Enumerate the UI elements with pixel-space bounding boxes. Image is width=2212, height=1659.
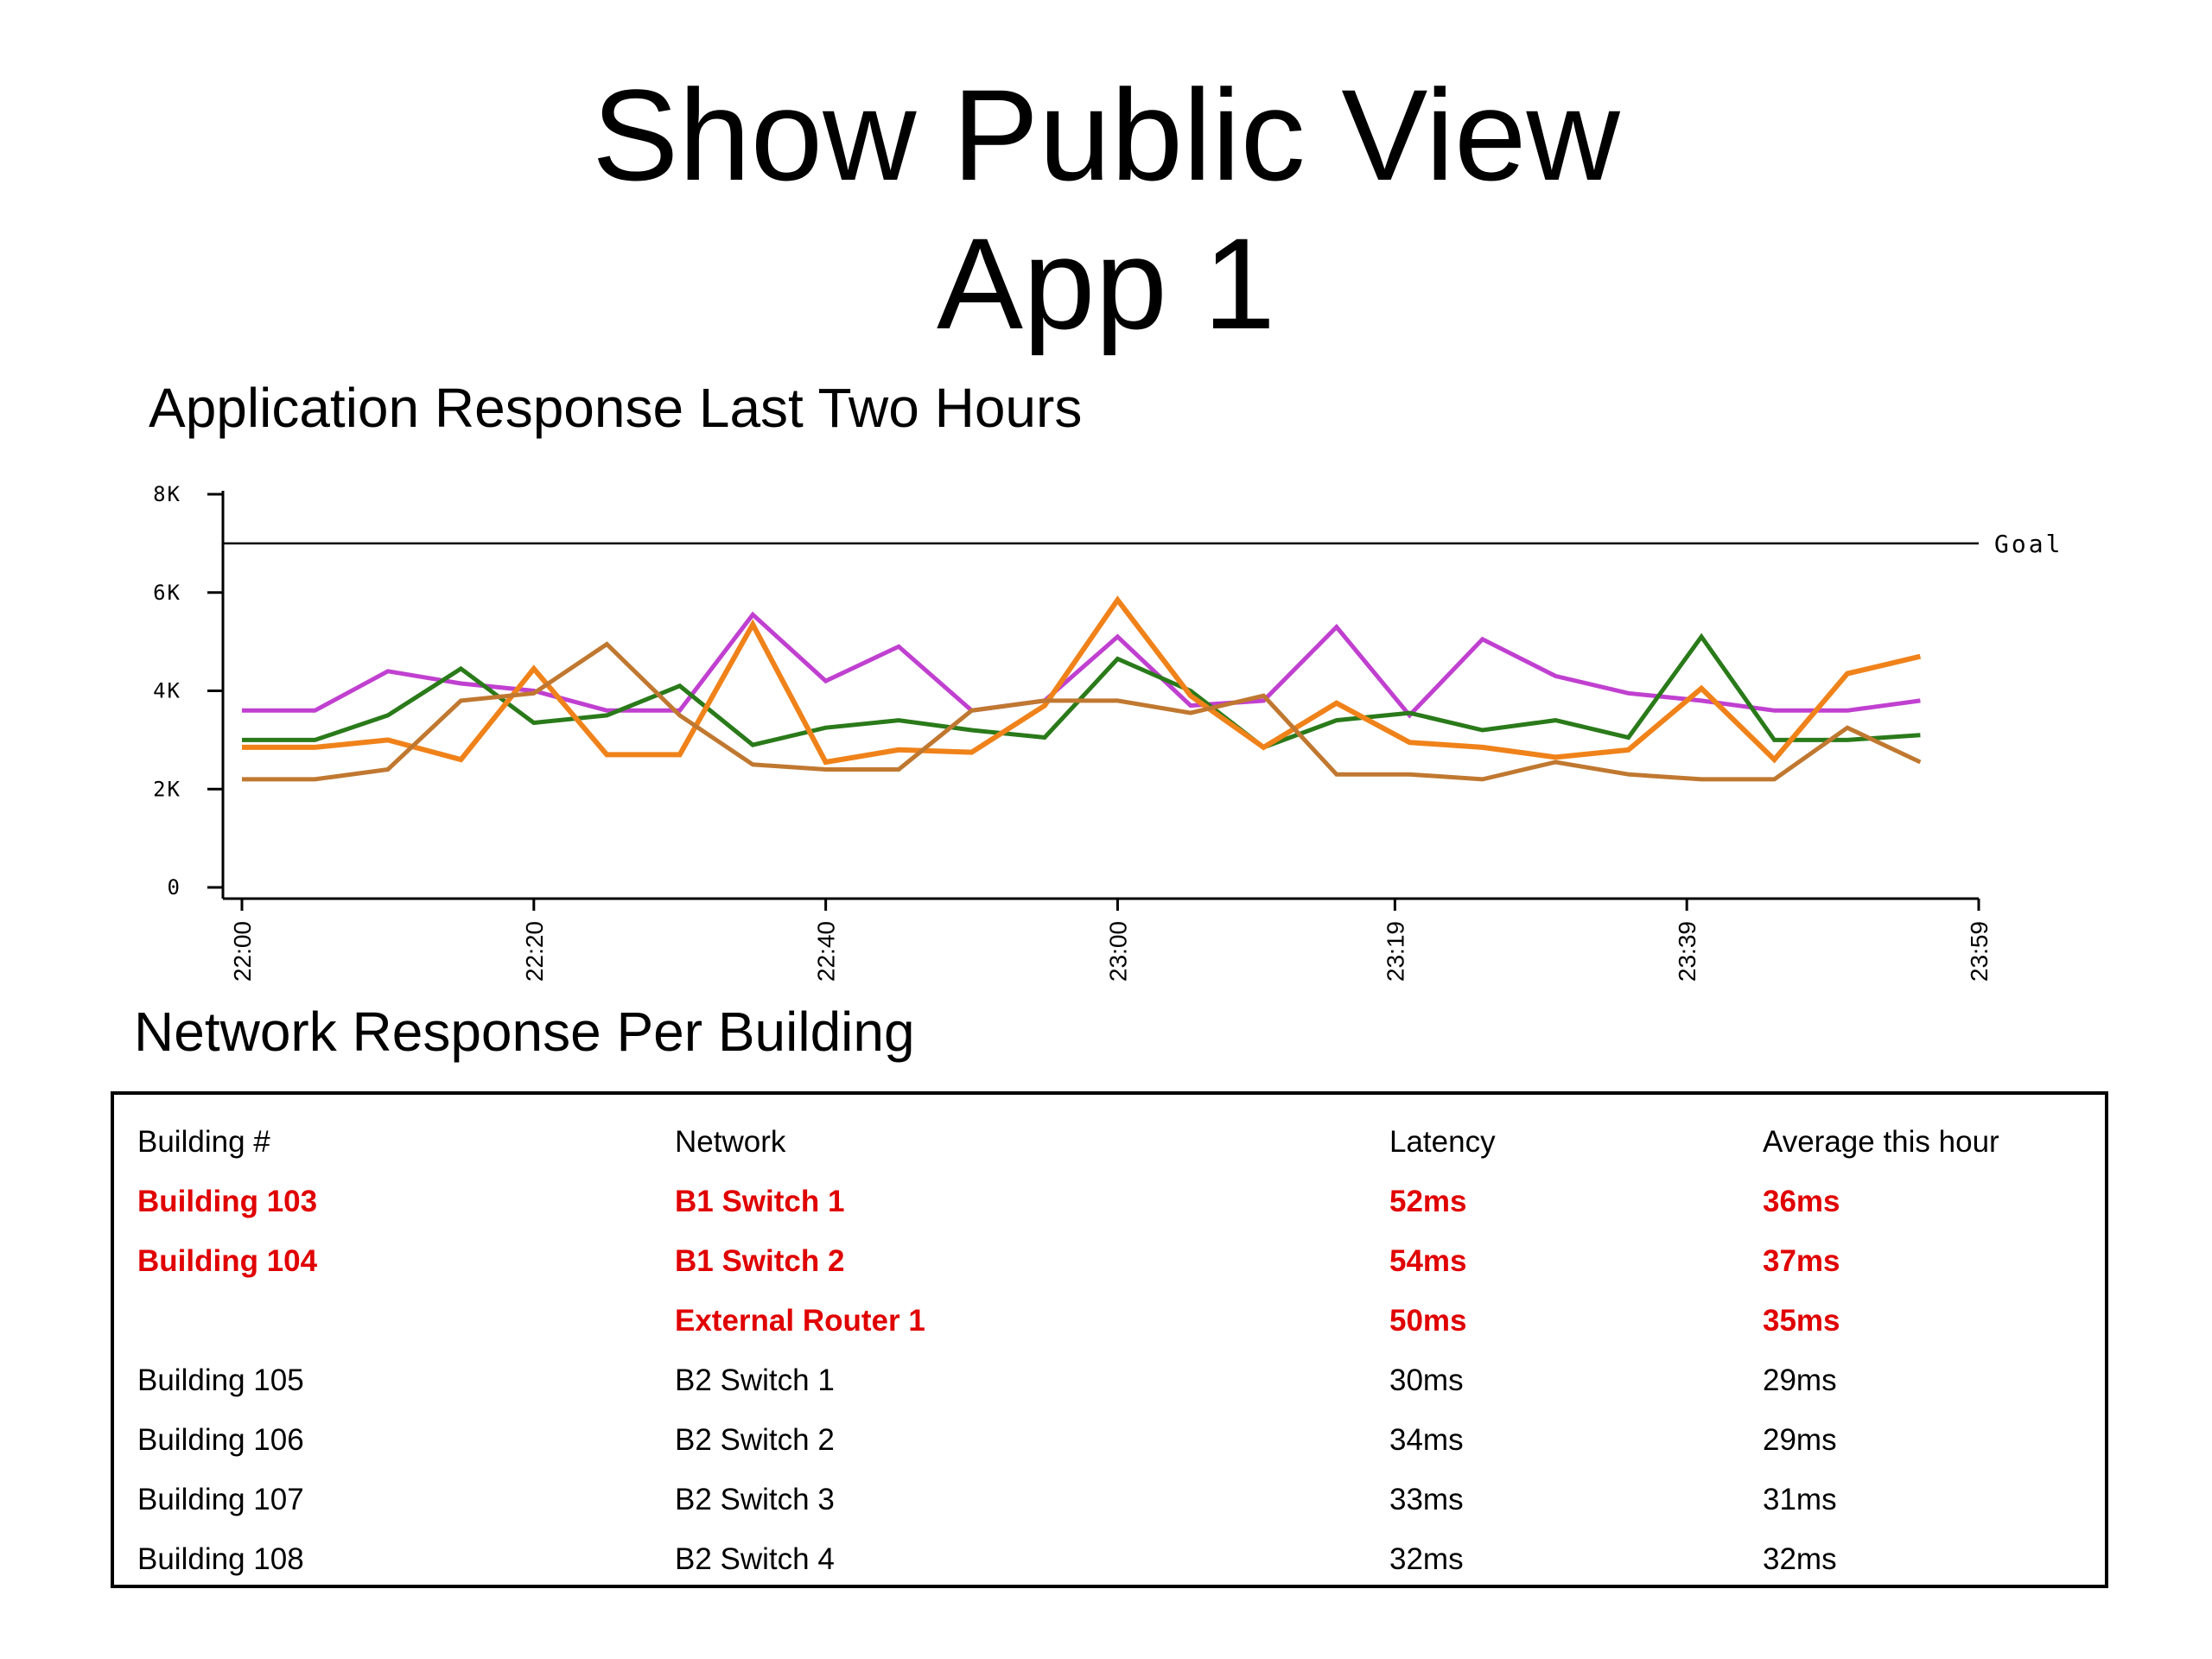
y-tick-label: 4K xyxy=(153,679,181,703)
table-header-cell: Average this hour xyxy=(1763,1125,1999,1159)
response-line-chart: 0 2K 4K 6K 8K 22:00 22:20 22:40 23:00 23:19 23:39 2… xyxy=(153,482,2063,982)
page-title-line-1: Show Public View xyxy=(592,62,1620,207)
table-header-cell: Network xyxy=(675,1125,786,1159)
x-tick-label: 23:00 xyxy=(1104,921,1131,982)
table-cell: 31ms xyxy=(1763,1483,1837,1516)
goal-label: Goal xyxy=(1994,530,2063,558)
table-cell: Building 107 xyxy=(137,1483,304,1516)
table-row: Building 106 B2 Switch 2 34ms 29ms xyxy=(114,1410,2105,1470)
table-cell: 32ms xyxy=(1389,1542,1464,1576)
table-header-cell: Building # xyxy=(137,1125,270,1159)
table-cell: B2 Switch 1 xyxy=(675,1363,835,1397)
table-cell: 29ms xyxy=(1763,1363,1837,1397)
x-tick-label: 23:39 xyxy=(1674,921,1700,982)
x-tick-label: 22:00 xyxy=(229,921,256,982)
series-line-3 xyxy=(242,595,1922,766)
table-row: Building 103 B1 Switch 1 52ms 36ms xyxy=(114,1172,2105,1231)
table-cell: 50ms xyxy=(1389,1304,1467,1338)
table-heading: Network Response Per Building xyxy=(134,1001,915,1063)
y-tick-label: 8K xyxy=(153,482,181,506)
table-cell: 35ms xyxy=(1763,1304,1840,1338)
network-response-table: Building # Network Latency Average this hou… xyxy=(111,1091,2108,1588)
table-cell: 54ms xyxy=(1389,1244,1467,1278)
table-header-cell: Latency xyxy=(1389,1125,1496,1159)
table-cell: 37ms xyxy=(1763,1244,1840,1278)
table-cell: B2 Switch 3 xyxy=(675,1483,835,1516)
table-row: Building 105 B2 Switch 1 30ms 29ms xyxy=(114,1351,2105,1410)
table-cell: Building 108 xyxy=(137,1542,304,1576)
series-line-2 xyxy=(242,632,1921,750)
table-header-row: Building # Network Latency Average this hou… xyxy=(114,1112,2105,1172)
y-tick-label: 6K xyxy=(153,581,181,605)
x-tick-label: 22:40 xyxy=(813,921,840,982)
table-row: External Router 1 50ms 35ms xyxy=(114,1291,2105,1351)
table-cell: 52ms xyxy=(1389,1185,1467,1218)
table-cell: 30ms xyxy=(1389,1363,1464,1397)
series-line-4 xyxy=(242,641,1922,782)
table-cell: External Router 1 xyxy=(675,1304,925,1338)
x-tick-label: 22:20 xyxy=(521,921,548,982)
chart-heading: Application Response Last Two Hours xyxy=(149,377,1083,439)
x-tick-label: 23:59 xyxy=(1966,921,1993,982)
table-row: Building 107 B2 Switch 3 33ms 31ms xyxy=(114,1470,2105,1529)
table-row: Building 104 B1 Switch 2 54ms 37ms xyxy=(114,1231,2105,1291)
table-cell: Building 105 xyxy=(137,1363,304,1397)
series-line-1 xyxy=(242,611,1921,719)
page-title: Show Public View App 1 xyxy=(0,60,2212,358)
y-tick-label: 2K xyxy=(153,777,181,801)
table-row: Building 108 B2 Switch 4 32ms 32ms xyxy=(114,1529,2105,1589)
y-tick-label: 0 xyxy=(168,875,181,899)
table-cell: 33ms xyxy=(1389,1483,1464,1516)
table-cell: Building 106 xyxy=(137,1423,304,1457)
table-cell: 32ms xyxy=(1763,1542,1837,1576)
table-cell: B1 Switch 1 xyxy=(675,1185,845,1218)
table-cell: 36ms xyxy=(1763,1185,1840,1218)
table-cell: B2 Switch 2 xyxy=(675,1423,835,1457)
table-cell: Building 104 xyxy=(137,1244,318,1278)
page-title-line-2: App 1 xyxy=(937,211,1275,356)
table-cell: 29ms xyxy=(1763,1423,1837,1457)
table-cell: B2 Switch 4 xyxy=(675,1542,835,1576)
table-cell: 34ms xyxy=(1389,1423,1464,1457)
x-tick-label: 23:19 xyxy=(1382,921,1408,982)
table-cell: Building 103 xyxy=(137,1185,318,1218)
table-cell: B1 Switch 2 xyxy=(675,1244,845,1278)
